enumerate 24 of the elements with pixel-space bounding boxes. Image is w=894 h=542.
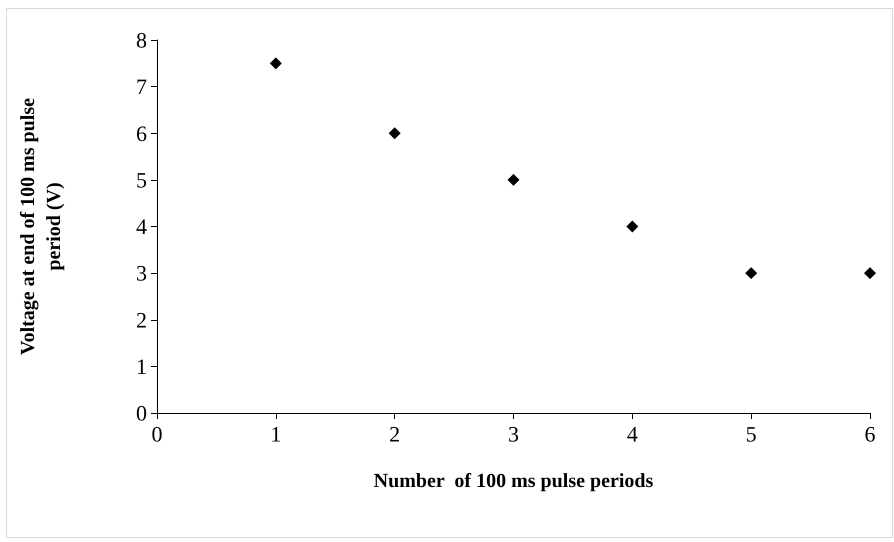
y-tick-label: 4 xyxy=(136,214,147,239)
y-tick-label: 5 xyxy=(136,167,147,192)
x-tick-label: 4 xyxy=(626,422,638,446)
x-tick-label: 0 xyxy=(152,422,162,446)
x-tick-label: 3 xyxy=(508,422,519,446)
x-tick-label: 1 xyxy=(270,422,282,446)
x-axis-title: Number of 100 ms pulse periods xyxy=(374,470,654,492)
point xyxy=(388,127,401,140)
x-tick-label: 6 xyxy=(864,422,876,446)
point xyxy=(270,57,282,70)
point xyxy=(626,220,638,232)
y-tick-label: 7 xyxy=(136,74,147,100)
y-tick-label: 3 xyxy=(136,260,147,286)
y-tick-label: 8 xyxy=(136,28,147,52)
y-tick-label: 1 xyxy=(136,354,147,379)
x-tick-label: 2 xyxy=(389,422,400,446)
point xyxy=(508,174,520,186)
x-tick-label: 5 xyxy=(746,422,757,446)
y-tick-label: 6 xyxy=(136,120,147,146)
y-tick-label: 0 xyxy=(136,400,147,426)
point xyxy=(745,267,758,280)
y-tick-label: 2 xyxy=(136,307,147,332)
y-axis-title: Voltage at end of 100 ms pulse period (V) xyxy=(17,98,65,356)
point xyxy=(864,267,876,280)
